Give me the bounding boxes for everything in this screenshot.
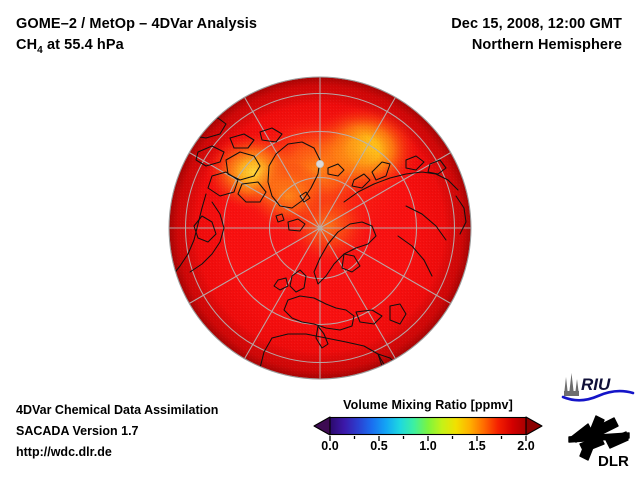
colorbar-over-arrow xyxy=(525,416,543,436)
riu-logo: RIU xyxy=(560,371,636,403)
colorbar-tick-0: 0.0 xyxy=(321,439,339,453)
header-left-block: GOME–2 / MetOp – 4DVar Analysis CH4 at 5… xyxy=(16,14,376,61)
north-pole-marker xyxy=(315,160,324,169)
colorbar-title: Volume Mixing Ratio [ppmv] xyxy=(343,398,513,412)
species-level-label: CH4 at 55.4 hPa xyxy=(16,35,376,61)
timestamp-label: Dec 15, 2008, 12:00 GMT xyxy=(451,16,622,32)
riu-wave-icon xyxy=(561,389,635,402)
colorbar-under-arrow xyxy=(313,416,331,436)
dlr-wordmark: DLR xyxy=(598,453,629,470)
coastlines xyxy=(171,109,467,379)
colorbar-scale xyxy=(312,416,544,441)
globe-outline xyxy=(168,76,472,380)
credit-line-url[interactable]: http://wdc.dlr.de xyxy=(16,445,112,459)
page-title: GOME–2 / MetOp – 4DVar Analysis xyxy=(16,16,258,32)
colorbar: Volume Mixing Ratio [ppmv] xyxy=(312,398,544,457)
species-prefix: CH xyxy=(16,37,38,53)
riu-wordmark: RIU xyxy=(581,375,611,394)
species-suffix: at 55.4 hPa xyxy=(42,37,124,53)
dlr-logo: DLR xyxy=(566,414,636,472)
region-label: Northern Hemisphere xyxy=(471,37,622,53)
dlr-mark-icon xyxy=(568,415,630,461)
colorbar-tick-2: 1.0 xyxy=(419,439,437,453)
colorbar-ticks xyxy=(329,436,527,441)
footer-credits: 4DVar Chemical Data Assimilation SACADA … xyxy=(16,400,316,463)
colorbar-tick-4: 2.0 xyxy=(517,439,535,453)
credit-line-assimilation: 4DVar Chemical Data Assimilation xyxy=(16,403,219,417)
header-right-block: Dec 15, 2008, 12:00 GMT Northern Hemisph… xyxy=(322,14,622,56)
species-subscript: 4 xyxy=(37,44,43,56)
colorbar-tick-3: 1.5 xyxy=(468,439,486,453)
globe-map xyxy=(168,76,472,380)
riu-towers-icon xyxy=(564,373,579,396)
colorbar-tick-1: 0.5 xyxy=(370,439,388,453)
credit-line-version: SACADA Version 1.7 xyxy=(16,424,139,438)
colorbar-tick-labels: 0.0 0.5 1.0 1.5 2.0 xyxy=(312,439,544,457)
